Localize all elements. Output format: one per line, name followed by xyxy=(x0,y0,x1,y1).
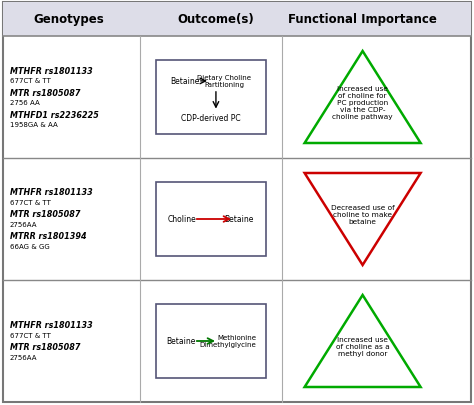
Text: 1958GA & AA: 1958GA & AA xyxy=(10,122,58,128)
Bar xyxy=(156,305,266,378)
Text: 677CT & TT: 677CT & TT xyxy=(10,78,51,84)
Text: MTR rs1805087: MTR rs1805087 xyxy=(10,210,81,219)
Text: 2756AA: 2756AA xyxy=(10,354,37,360)
Bar xyxy=(156,61,266,134)
Text: Betaine: Betaine xyxy=(225,215,254,224)
Bar xyxy=(3,3,471,37)
Text: Outcome(s): Outcome(s) xyxy=(177,13,254,26)
Text: MTR rs1805087: MTR rs1805087 xyxy=(10,88,81,97)
Text: Choline: Choline xyxy=(168,215,197,224)
Text: MTRR rs1801394: MTRR rs1801394 xyxy=(10,232,87,241)
Text: Betaine: Betaine xyxy=(170,77,199,86)
Text: MTR rs1805087: MTR rs1805087 xyxy=(10,343,81,352)
Text: Dietary Choline
Partitioning: Dietary Choline Partitioning xyxy=(197,75,251,88)
Text: Increased use
of choline for
PC production
via the CDP-
choline pathway: Increased use of choline for PC producti… xyxy=(332,85,393,119)
Text: MTHFR rs1801133: MTHFR rs1801133 xyxy=(10,66,93,75)
Text: CDP-derived PC: CDP-derived PC xyxy=(181,114,241,123)
Bar xyxy=(156,183,266,256)
Text: Betaine: Betaine xyxy=(166,337,195,345)
Text: 677CT & TT: 677CT & TT xyxy=(10,200,51,205)
Text: Decreased use of
choline to make
betaine: Decreased use of choline to make betaine xyxy=(331,205,394,225)
Text: Genotypes: Genotypes xyxy=(33,13,104,26)
Text: 66AG & GG: 66AG & GG xyxy=(10,243,50,249)
Text: Functional Importance: Functional Importance xyxy=(288,13,437,26)
Text: MTHFD1 rs2236225: MTHFD1 rs2236225 xyxy=(10,110,99,119)
Text: 2756 AA: 2756 AA xyxy=(10,100,40,106)
Text: Increased use
of choline as a
methyl donor: Increased use of choline as a methyl don… xyxy=(336,336,390,356)
Text: 677CT & TT: 677CT & TT xyxy=(10,332,51,338)
Text: 2756AA: 2756AA xyxy=(10,222,37,228)
Text: Methionine
Dimethylglycine: Methionine Dimethylglycine xyxy=(199,335,256,347)
Text: MTHFR rs1801133: MTHFR rs1801133 xyxy=(10,321,93,330)
Text: MTHFR rs1801133: MTHFR rs1801133 xyxy=(10,188,93,197)
